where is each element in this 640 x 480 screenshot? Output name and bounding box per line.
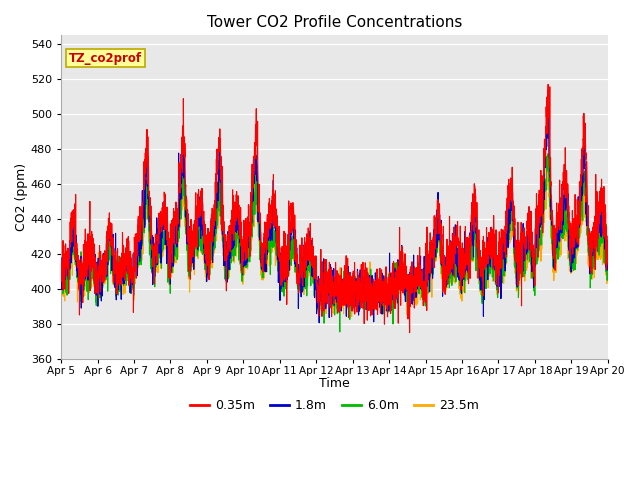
Legend: 0.35m, 1.8m, 6.0m, 23.5m: 0.35m, 1.8m, 6.0m, 23.5m (185, 395, 484, 418)
Text: TZ_co2prof: TZ_co2prof (69, 51, 142, 64)
X-axis label: Time: Time (319, 377, 350, 390)
Y-axis label: CO2 (ppm): CO2 (ppm) (15, 163, 28, 231)
Title: Tower CO2 Profile Concentrations: Tower CO2 Profile Concentrations (207, 15, 462, 30)
